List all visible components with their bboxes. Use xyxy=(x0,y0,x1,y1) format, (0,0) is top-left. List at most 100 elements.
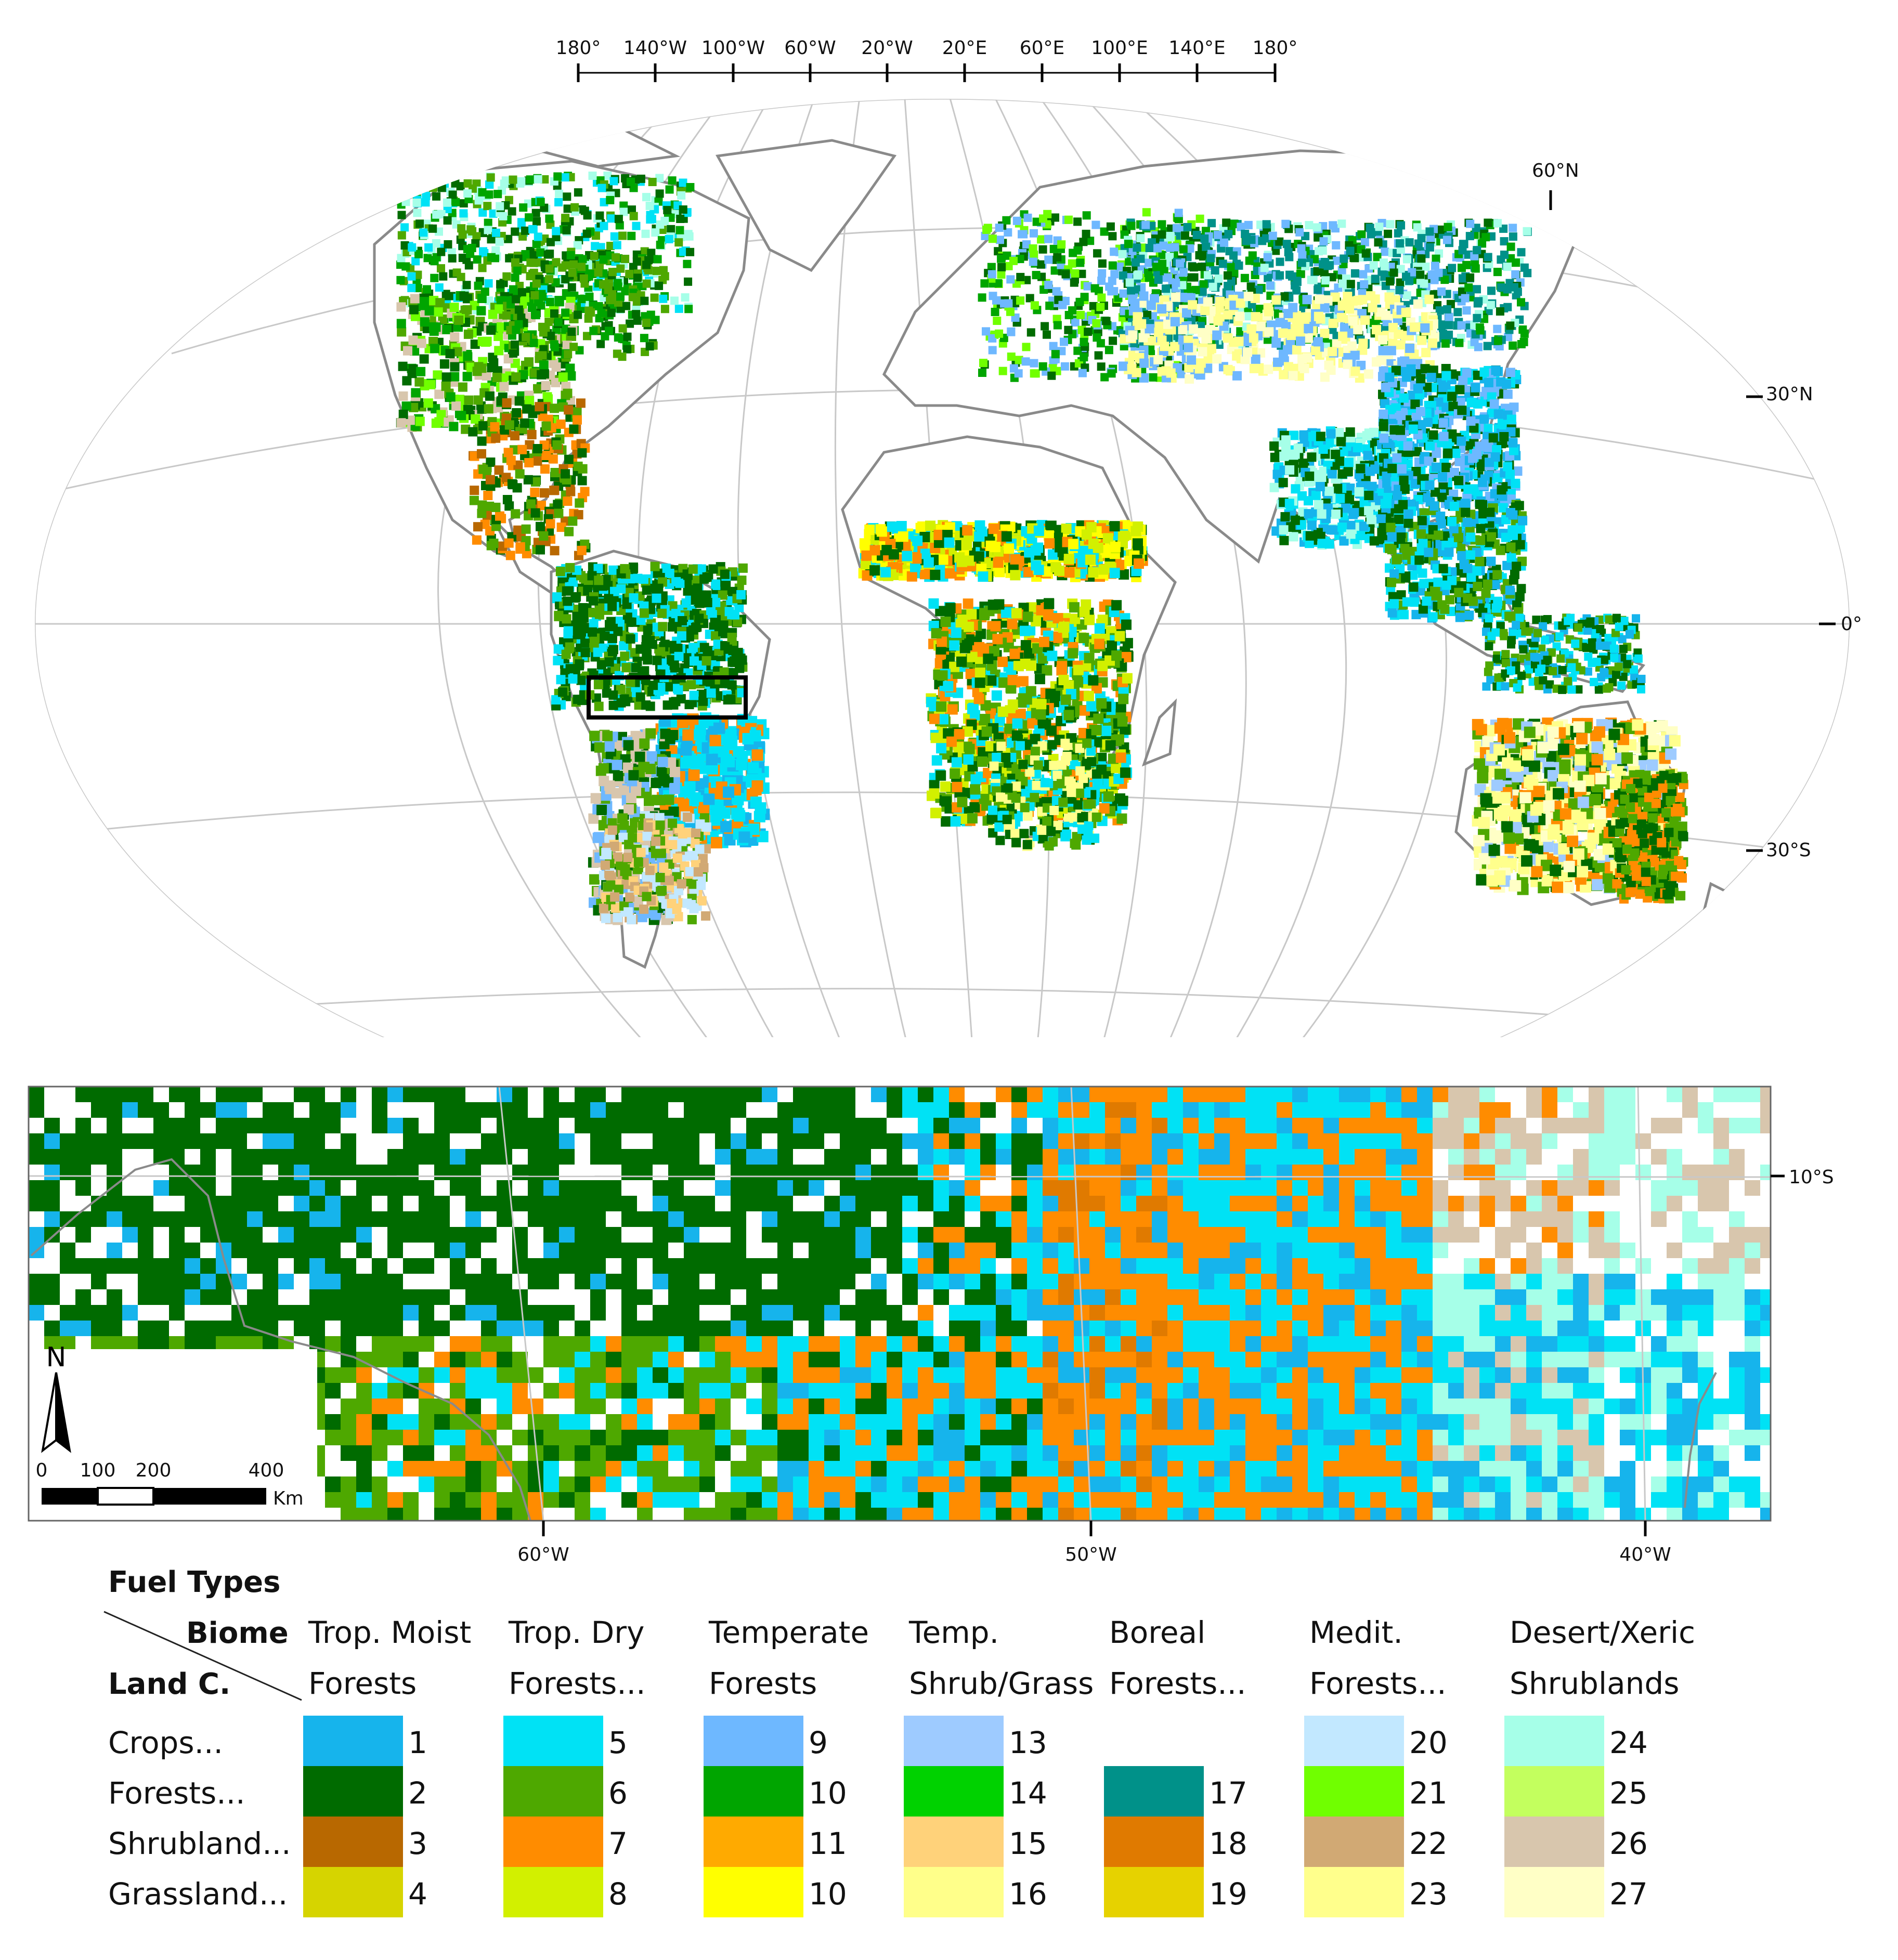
fuel-pixel xyxy=(396,319,406,329)
fuel-pixel xyxy=(989,761,999,771)
fuel-pixel xyxy=(513,525,523,535)
fuel-pixel xyxy=(468,427,478,437)
fuel-pixel xyxy=(693,867,703,877)
fuel-pixel xyxy=(672,853,682,863)
fuel-pixel xyxy=(678,799,690,811)
fuel-pixel xyxy=(710,618,720,628)
fuel-pixel xyxy=(485,190,493,199)
fuel-pixel xyxy=(940,781,951,792)
fuel-pixel xyxy=(1018,676,1029,687)
fuel-pixel xyxy=(703,793,715,805)
fuel-pixel xyxy=(689,690,699,700)
fuel-pixel xyxy=(441,372,451,382)
fuel-pixel xyxy=(511,341,519,349)
fuel-pixel xyxy=(982,327,990,336)
fuel-pixel xyxy=(569,424,579,434)
fuel-pixel xyxy=(964,743,975,754)
fuel-pixel xyxy=(443,198,451,207)
fuel-pixel xyxy=(735,759,747,770)
fuel-pixel xyxy=(859,538,870,549)
fuel-pixel xyxy=(656,886,666,896)
fuel-pixel xyxy=(575,659,584,669)
fuel-pixel xyxy=(487,363,497,373)
fuel-pixel xyxy=(1085,554,1096,565)
fuel-pixel xyxy=(1115,793,1125,804)
fuel-pixel xyxy=(1078,633,1089,644)
fuel-pixel xyxy=(664,876,674,885)
fuel-pixel xyxy=(1102,317,1111,325)
fuel-pixel xyxy=(1033,760,1043,770)
fuel-pixel xyxy=(487,235,496,244)
fuel-pixel xyxy=(974,531,985,542)
fuel-pixel xyxy=(1110,247,1119,256)
fuel-pixel xyxy=(650,561,660,571)
fuel-pixel xyxy=(554,508,564,518)
fuel-pixel xyxy=(1044,538,1055,549)
fuel-pixel xyxy=(511,258,519,267)
fuel-pixel xyxy=(1011,608,1022,619)
fuel-pixel xyxy=(398,186,407,195)
fuel-pixel xyxy=(536,545,545,555)
fuel-pixel xyxy=(551,362,561,372)
fuel-pixel xyxy=(608,645,618,655)
fuel-pixel xyxy=(992,296,1000,305)
fuel-pixel xyxy=(669,660,679,670)
fuel-pixel xyxy=(563,204,572,213)
fuel-pixel xyxy=(929,788,940,799)
fuel-pixel xyxy=(640,666,649,676)
fuel-pixel xyxy=(669,782,680,793)
fuel-pixel xyxy=(631,663,641,673)
fuel-pixel xyxy=(1079,238,1088,246)
fuel-pixel xyxy=(584,314,593,323)
fuel-pixel xyxy=(616,264,625,273)
fuel-pixel xyxy=(660,216,669,225)
fuel-pixel xyxy=(424,243,433,252)
fuel-pixel xyxy=(983,654,994,664)
fuel-pixel xyxy=(600,221,608,230)
fuel-pixel xyxy=(1149,373,1158,382)
fuel-pixel xyxy=(618,231,627,240)
fuel-pixel xyxy=(597,309,606,318)
fuel-pixel xyxy=(1010,829,1020,839)
fuel-pixel xyxy=(633,857,643,867)
fuel-pixel xyxy=(654,583,664,593)
fuel-pixel xyxy=(400,241,409,250)
fuel-pixel xyxy=(618,324,627,333)
fuel-pixel xyxy=(667,899,677,908)
fuel-pixel xyxy=(414,250,423,258)
fuel-pixel xyxy=(588,172,597,180)
fuel-pixel xyxy=(561,261,570,270)
fuel-pixel xyxy=(476,306,486,316)
fuel-pixel xyxy=(409,402,419,412)
fuel-pixel xyxy=(598,763,609,774)
fuel-pixel xyxy=(1038,718,1049,729)
fuel-pixel xyxy=(1051,350,1060,359)
fuel-pixel xyxy=(565,563,575,572)
fuel-pixel xyxy=(683,812,693,822)
fuel-pixel xyxy=(574,310,582,319)
fuel-pixel xyxy=(474,281,483,290)
fuel-pixel xyxy=(1118,694,1129,704)
fuel-pixel xyxy=(1097,362,1106,371)
fuel-pixel xyxy=(656,240,665,249)
fuel-pixel xyxy=(504,538,514,548)
fuel-pixel xyxy=(742,733,754,744)
fuel-pixel xyxy=(451,198,460,206)
fuel-pixel xyxy=(1096,698,1107,709)
fuel-pixel xyxy=(565,664,575,674)
fuel-pixel xyxy=(698,696,708,706)
fuel-pixel xyxy=(1049,342,1058,350)
fuel-pixel xyxy=(604,285,613,294)
fuel-pixel xyxy=(558,372,568,382)
fuel-pixel xyxy=(633,316,642,325)
fuel-pixel xyxy=(564,405,574,415)
fuel-pixel xyxy=(491,246,500,255)
fuel-pixel xyxy=(625,892,635,902)
fuel-pixel xyxy=(1032,271,1041,280)
fuel-pixel xyxy=(1108,261,1117,270)
fuel-pixel xyxy=(545,519,555,529)
fuel-pixel xyxy=(1115,752,1126,763)
fuel-pixel xyxy=(738,563,748,573)
fuel-pixel xyxy=(625,269,634,278)
fuel-pixel xyxy=(1068,648,1078,659)
